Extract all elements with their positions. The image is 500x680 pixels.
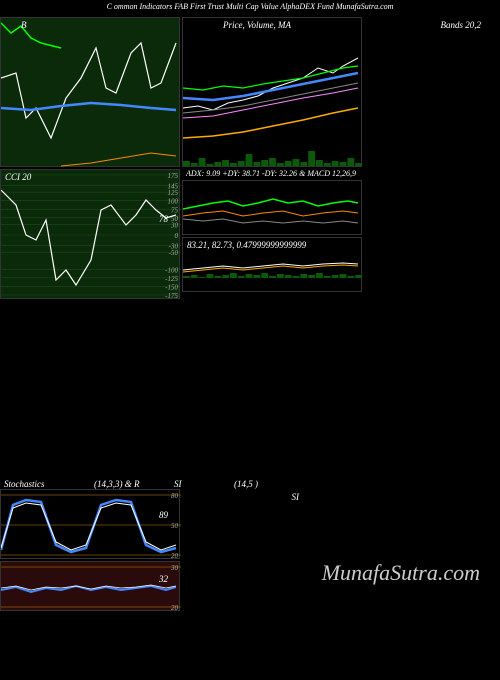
page-header: C ommon Indicators FAB First Trust Multi… [0,0,500,13]
panel-stochastics: 80502089SI [0,489,180,559]
svg-text:30: 30 [170,222,179,230]
svg-text:78: 78 [159,214,169,224]
svg-text:20: 20 [171,552,179,560]
svg-text:50: 50 [171,522,179,530]
panel-title: 83.21, 82.73, 0.47999999999999 [187,240,306,250]
stoch-si: SI [174,479,234,489]
header-main: ommon Indicators FAB First Trust Multi C… [114,2,393,11]
panel-title: Price, Volume, MA [223,20,291,30]
panel-title-right: SI [292,492,300,502]
svg-text:32: 32 [158,574,169,584]
svg-text:-100: -100 [165,266,178,274]
svg-text:125: 125 [168,189,179,197]
svg-text:-150: -150 [165,283,178,291]
panel-b: B [0,17,180,167]
svg-text:0: 0 [175,232,179,240]
svg-text:30: 30 [170,564,179,572]
panel-rsi: 30 20 32 [0,561,180,611]
panel-title: B [21,20,27,30]
svg-text:100: 100 [168,198,179,206]
svg-text:-125: -125 [165,275,178,283]
panel-title-right: Bands 20,2 [441,20,482,30]
row-1: B Price, Volume, MABands 20,2 [0,17,500,167]
svg-text:20: 20 [171,604,179,612]
svg-text:89: 89 [159,510,169,520]
panel-adx [182,180,362,235]
stoch-far: (14,5 ) [234,479,258,489]
row-2: 1751451251007550300-30-50-100-125-150-17… [0,169,500,299]
panel-cci: 1751451251007550300-30-50-100-125-150-17… [0,169,180,299]
svg-text:175: 175 [168,172,179,180]
header-left: C [107,2,112,11]
svg-text:75: 75 [171,206,179,214]
stoch-title: Stochastics [4,479,94,489]
panel-macd: 83.21, 82.73, 0.47999999999999 [182,237,362,292]
svg-text:80: 80 [171,492,179,500]
svg-text:-175: -175 [165,292,178,300]
stoch-mid: (14,3,3) & R [94,479,174,489]
panel-title: CCI 20 [5,172,31,182]
adx-macd-header: ADX: 9.09 +DY: 38.71 -DY: 32.26 & MACD 1… [182,169,362,178]
panel-price-volume: Price, Volume, MABands 20,2 [182,17,362,167]
right-stack: ADX: 9.09 +DY: 38.71 -DY: 32.26 & MACD 1… [182,169,362,299]
svg-text:-50: -50 [169,249,179,257]
row-3: Stochastics (14,3,3) & R SI (14,5 ) 80 50… [0,479,500,611]
